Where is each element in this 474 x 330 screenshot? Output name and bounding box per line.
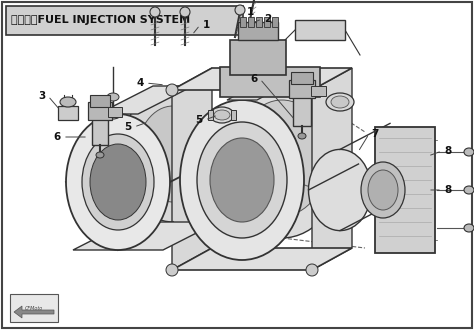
Ellipse shape <box>137 106 209 202</box>
Bar <box>248 17 254 27</box>
Bar <box>311 86 326 96</box>
Ellipse shape <box>326 93 354 111</box>
Polygon shape <box>14 306 54 318</box>
Ellipse shape <box>96 152 104 158</box>
Text: 8: 8 <box>444 185 452 195</box>
Polygon shape <box>172 68 352 90</box>
Ellipse shape <box>464 224 474 232</box>
Polygon shape <box>73 222 218 250</box>
Ellipse shape <box>306 264 318 276</box>
Ellipse shape <box>150 7 160 17</box>
Ellipse shape <box>210 107 234 123</box>
Bar <box>238 22 278 40</box>
Bar <box>231 110 236 120</box>
Ellipse shape <box>331 96 349 108</box>
Ellipse shape <box>464 148 474 156</box>
Bar <box>88 102 112 120</box>
Ellipse shape <box>82 134 154 230</box>
Text: 6: 6 <box>54 132 61 142</box>
Ellipse shape <box>105 109 121 119</box>
Bar <box>240 17 246 27</box>
Ellipse shape <box>121 86 225 222</box>
Text: 5: 5 <box>195 115 202 125</box>
Ellipse shape <box>90 144 146 220</box>
Text: 6: 6 <box>250 74 258 84</box>
Text: 5: 5 <box>124 122 132 132</box>
Text: 7: 7 <box>371 129 379 139</box>
Polygon shape <box>172 68 212 270</box>
Ellipse shape <box>306 84 318 96</box>
Ellipse shape <box>180 7 190 17</box>
Ellipse shape <box>235 5 245 15</box>
Ellipse shape <box>214 110 230 120</box>
Ellipse shape <box>309 149 372 231</box>
Text: 1: 1 <box>246 7 254 17</box>
Text: 喙油系统FUEL INJECTION SYSTEM: 喙油系统FUEL INJECTION SYSTEM <box>11 15 190 25</box>
Polygon shape <box>98 86 193 114</box>
Bar <box>293 84 311 126</box>
Text: 2: 2 <box>264 14 272 24</box>
Ellipse shape <box>237 100 327 216</box>
Ellipse shape <box>166 84 178 96</box>
Polygon shape <box>172 248 352 270</box>
Ellipse shape <box>107 93 119 101</box>
Text: 3: 3 <box>38 91 46 101</box>
Bar <box>264 17 270 27</box>
Bar <box>92 107 108 145</box>
Bar <box>90 95 110 107</box>
Text: 8: 8 <box>444 146 452 156</box>
Ellipse shape <box>361 162 405 218</box>
Polygon shape <box>312 68 352 270</box>
Polygon shape <box>227 84 287 100</box>
Bar <box>208 110 213 120</box>
Ellipse shape <box>180 100 304 260</box>
Ellipse shape <box>66 114 170 250</box>
Bar <box>289 80 315 98</box>
Bar <box>230 40 286 75</box>
Bar <box>256 17 262 27</box>
Polygon shape <box>220 67 320 97</box>
Text: CFMoto: CFMoto <box>25 306 43 311</box>
Text: 1: 1 <box>202 20 210 30</box>
Polygon shape <box>375 127 435 253</box>
Ellipse shape <box>60 97 76 107</box>
Bar <box>10 294 58 322</box>
Bar <box>108 107 122 117</box>
Ellipse shape <box>210 138 274 222</box>
Text: 4: 4 <box>137 78 144 88</box>
Ellipse shape <box>220 78 344 238</box>
Bar <box>58 106 78 120</box>
Ellipse shape <box>368 170 398 210</box>
Ellipse shape <box>298 133 306 139</box>
Ellipse shape <box>464 186 474 194</box>
Ellipse shape <box>166 264 178 276</box>
Bar <box>272 17 278 27</box>
Ellipse shape <box>197 122 287 238</box>
Polygon shape <box>295 20 345 40</box>
Bar <box>291 72 313 84</box>
Bar <box>6 6 243 35</box>
